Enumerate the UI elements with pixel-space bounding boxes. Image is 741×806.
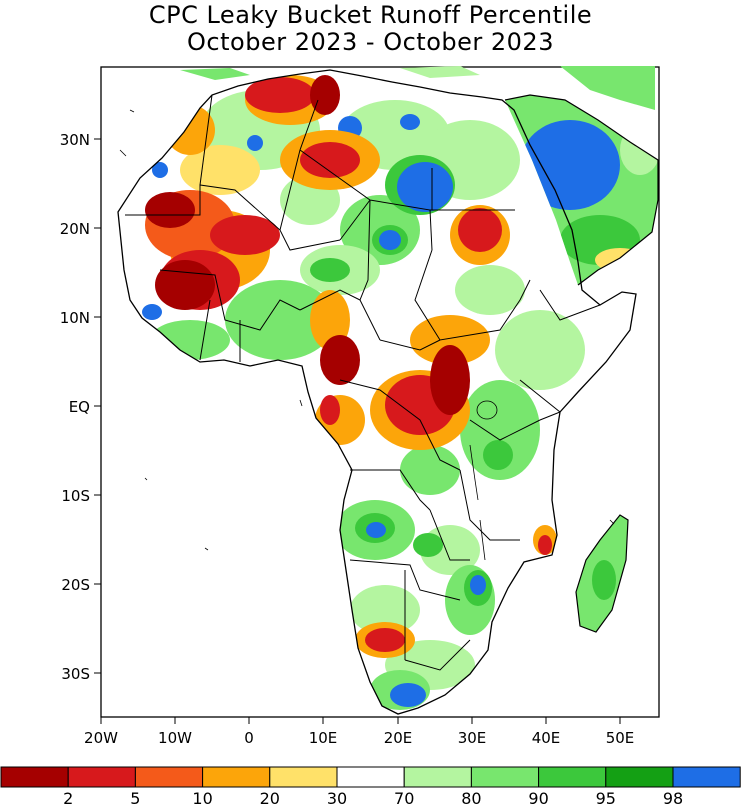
legend-label: 90 (528, 789, 548, 806)
latitude-axis: 30N 20N 10N EQ 10S 20S 30S (60, 131, 101, 683)
legend-label: 2 (63, 789, 73, 806)
map-title: CPC Leaky Bucket Runoff Percentile (148, 1, 593, 29)
longitude-axis: 20W 10W 0 10E 20E 30E 40E 50E (84, 717, 634, 747)
legend-swatch (470, 766, 540, 788)
lon-label-10e: 10E (309, 729, 338, 747)
legend-label: 80 (461, 789, 481, 806)
legend-label: 98 (663, 789, 683, 806)
legend-label: 5 (130, 789, 140, 806)
legend-swatch (605, 766, 674, 788)
lon-label-20w: 20W (84, 729, 118, 747)
lat-label-20s: 20S (61, 576, 90, 594)
legend-swatch (336, 766, 405, 788)
legend-label: 95 (596, 789, 616, 806)
lat-label-10n: 10N (60, 309, 90, 327)
legend-label: 30 (327, 789, 347, 806)
legend-swatch (403, 766, 472, 788)
europe-coast (180, 66, 655, 110)
lat-label-eq: EQ (69, 398, 90, 416)
legend-swatch (538, 766, 607, 788)
lon-label-20e: 20E (384, 729, 413, 747)
map-period: October 2023 - October 2023 (187, 28, 554, 56)
lon-label-0: 0 (244, 729, 254, 747)
legend-label: 20 (260, 789, 280, 806)
legend-swatch (672, 766, 741, 788)
legend-swatch (202, 766, 271, 788)
legend-swatch (134, 766, 204, 788)
legend-swatch (0, 766, 69, 788)
lon-label-40e: 40E (532, 729, 561, 747)
legend-label: 10 (192, 789, 212, 806)
arabia-coastline (504, 94, 659, 286)
madagascar-wet-zone (592, 560, 616, 600)
lon-label-50e: 50E (606, 729, 635, 747)
africa-coastline (117, 69, 637, 715)
lon-label-30e: 30E (458, 729, 487, 747)
legend-swatch (67, 766, 136, 788)
lon-label-10w: 10W (158, 729, 192, 747)
lat-label-20n: 20N (60, 220, 90, 238)
lakes (469, 400, 498, 561)
country-borders (125, 94, 601, 671)
lat-label-30n: 30N (60, 131, 90, 149)
islands (119, 109, 615, 551)
color-legend: 2 5 10 20 30 70 80 90 95 98 (0, 766, 741, 806)
legend-swatch (269, 766, 338, 788)
legend-label: 70 (394, 789, 414, 806)
lat-label-30s: 30S (61, 665, 90, 683)
lat-label-10s: 10S (61, 487, 90, 505)
